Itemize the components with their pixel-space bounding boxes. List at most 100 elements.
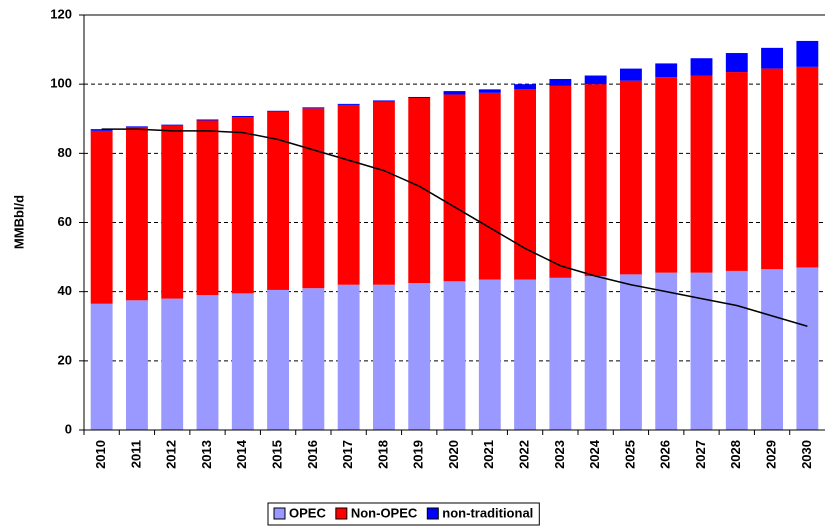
bar: [408, 283, 431, 430]
x-tick-label: 2016: [305, 440, 320, 469]
bar: [267, 111, 290, 290]
legend-label: OPEC: [289, 505, 326, 520]
bar: [125, 300, 148, 430]
bar: [125, 126, 148, 128]
bar: [761, 269, 784, 430]
x-tick-label: 2019: [411, 440, 426, 469]
bar: [372, 100, 395, 102]
x-tick-label: 2029: [764, 440, 779, 469]
bar: [761, 68, 784, 270]
bar: [549, 85, 572, 278]
x-tick-label: 2010: [93, 440, 108, 469]
bar: [761, 47, 784, 69]
bar: [478, 89, 501, 93]
bar: [549, 277, 572, 430]
bar: [690, 58, 713, 76]
bar: [796, 40, 819, 67]
y-axis-label: MMBbl/d: [11, 195, 26, 249]
x-tick-label: 2012: [164, 440, 179, 469]
bar: [161, 124, 184, 126]
bar: [337, 284, 360, 430]
bar: [655, 272, 678, 430]
legend-swatch: [273, 507, 286, 520]
legend-label: non-traditional: [442, 505, 533, 520]
bar: [584, 75, 607, 85]
bar: [231, 117, 254, 294]
bar: [584, 84, 607, 277]
bar: [231, 293, 254, 430]
bar: [725, 53, 748, 73]
bar: [267, 289, 290, 430]
y-tick-label: 120: [50, 6, 72, 21]
bar: [196, 119, 219, 121]
bar: [796, 267, 819, 430]
x-tick-label: 2022: [517, 440, 532, 469]
bar: [302, 107, 325, 109]
bar: [619, 68, 642, 81]
x-tick-label: 2023: [552, 440, 567, 469]
bar: [514, 84, 537, 90]
bar: [372, 101, 395, 285]
bar: [443, 91, 466, 95]
bar: [725, 270, 748, 430]
bar: [90, 303, 113, 430]
bar: [337, 104, 360, 285]
bar: [584, 276, 607, 430]
bar: [619, 274, 642, 430]
y-tick-label: 0: [65, 421, 72, 436]
y-tick-label: 80: [58, 145, 72, 160]
bar: [549, 78, 572, 86]
bar: [655, 77, 678, 273]
bar: [514, 279, 537, 430]
bar: [514, 89, 537, 280]
x-tick-label: 2020: [446, 440, 461, 469]
x-tick-label: 2017: [340, 440, 355, 469]
bar: [408, 96, 431, 98]
bar: [196, 120, 219, 296]
bar: [302, 288, 325, 430]
bar: [90, 129, 113, 131]
bar: [90, 130, 113, 304]
bar: [796, 66, 819, 268]
legend-swatch: [426, 507, 439, 520]
y-tick-label: 100: [50, 76, 72, 91]
bar: [478, 92, 501, 280]
bar: [443, 281, 466, 430]
x-tick-label: 2030: [799, 440, 814, 469]
bar: [690, 75, 713, 273]
y-tick-label: 40: [58, 283, 72, 298]
legend-swatch: [335, 507, 348, 520]
x-tick-label: 2026: [658, 440, 673, 469]
bar: [302, 108, 325, 289]
bar: [267, 110, 290, 112]
y-tick-label: 60: [58, 214, 72, 229]
bar: [655, 63, 678, 78]
x-tick-label: 2013: [199, 440, 214, 469]
bar: [161, 298, 184, 430]
y-tick-label: 20: [58, 352, 72, 367]
bar: [196, 295, 219, 430]
x-tick-label: 2025: [622, 440, 637, 469]
x-tick-label: 2024: [587, 439, 602, 469]
x-tick-label: 2027: [693, 440, 708, 469]
line: [101, 128, 808, 327]
x-tick-label: 2011: [128, 440, 143, 468]
bar: [478, 279, 501, 430]
bar: [125, 127, 148, 301]
bar: [619, 80, 642, 275]
bar: [443, 94, 466, 282]
x-tick-label: 2014: [234, 439, 249, 469]
bar: [690, 272, 713, 430]
x-tick-label: 2018: [375, 440, 390, 469]
x-tick-label: 2021: [481, 440, 496, 469]
bar: [408, 98, 431, 284]
x-tick-label: 2015: [270, 440, 285, 469]
legend: OPEC Non-OPEC non-traditional: [267, 502, 540, 526]
bar: [337, 103, 360, 105]
bar: [161, 125, 184, 299]
x-tick-label: 2028: [728, 440, 743, 469]
bar: [231, 115, 254, 118]
bar: [372, 284, 395, 430]
bar: [725, 72, 748, 271]
